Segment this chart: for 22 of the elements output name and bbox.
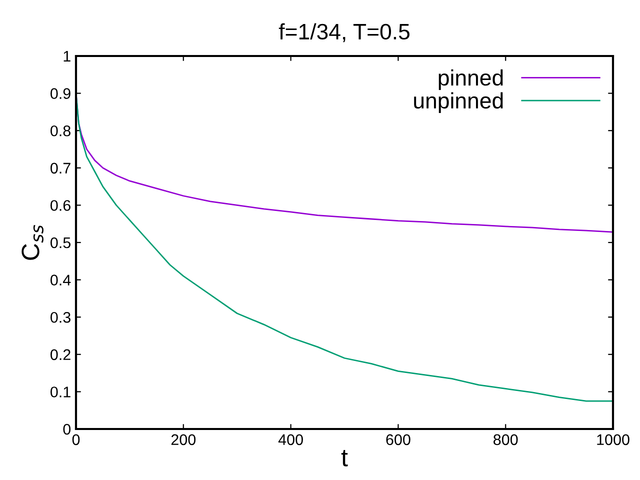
y-tick-label: 0.5: [50, 237, 70, 248]
x-tick-label: 200: [171, 434, 196, 446]
y-tick-label: 0.9: [50, 88, 70, 99]
x-tick-label: 1000: [597, 434, 630, 446]
y-axis-title: C$_{ss}$: [22, 224, 44, 260]
legend-label: unpinned: [414, 92, 503, 113]
x-tick-label: 0: [72, 434, 80, 446]
y-tick-label: 0.7: [50, 162, 70, 174]
y-tick-label: 1: [64, 51, 70, 62]
x-tick-label: 800: [494, 434, 518, 446]
y-tick-label: 0: [63, 424, 71, 435]
x-tick-label: 400: [278, 434, 303, 446]
y-tick-label: 0.8: [50, 125, 70, 136]
x-axis-title: t: [341, 450, 348, 466]
legend-label: pinned: [438, 69, 503, 90]
y-tick-label: 0.3: [50, 312, 70, 323]
y-tick-label: 0.6: [50, 200, 70, 211]
y-tick-label: 0.4: [50, 274, 71, 286]
y-tick-label: 0.1: [50, 386, 70, 398]
x-tick-label: 600: [386, 434, 410, 446]
chart-title: f=1/34, T=0.5: [278, 23, 410, 42]
y-tick-label: 0.2: [50, 349, 70, 360]
